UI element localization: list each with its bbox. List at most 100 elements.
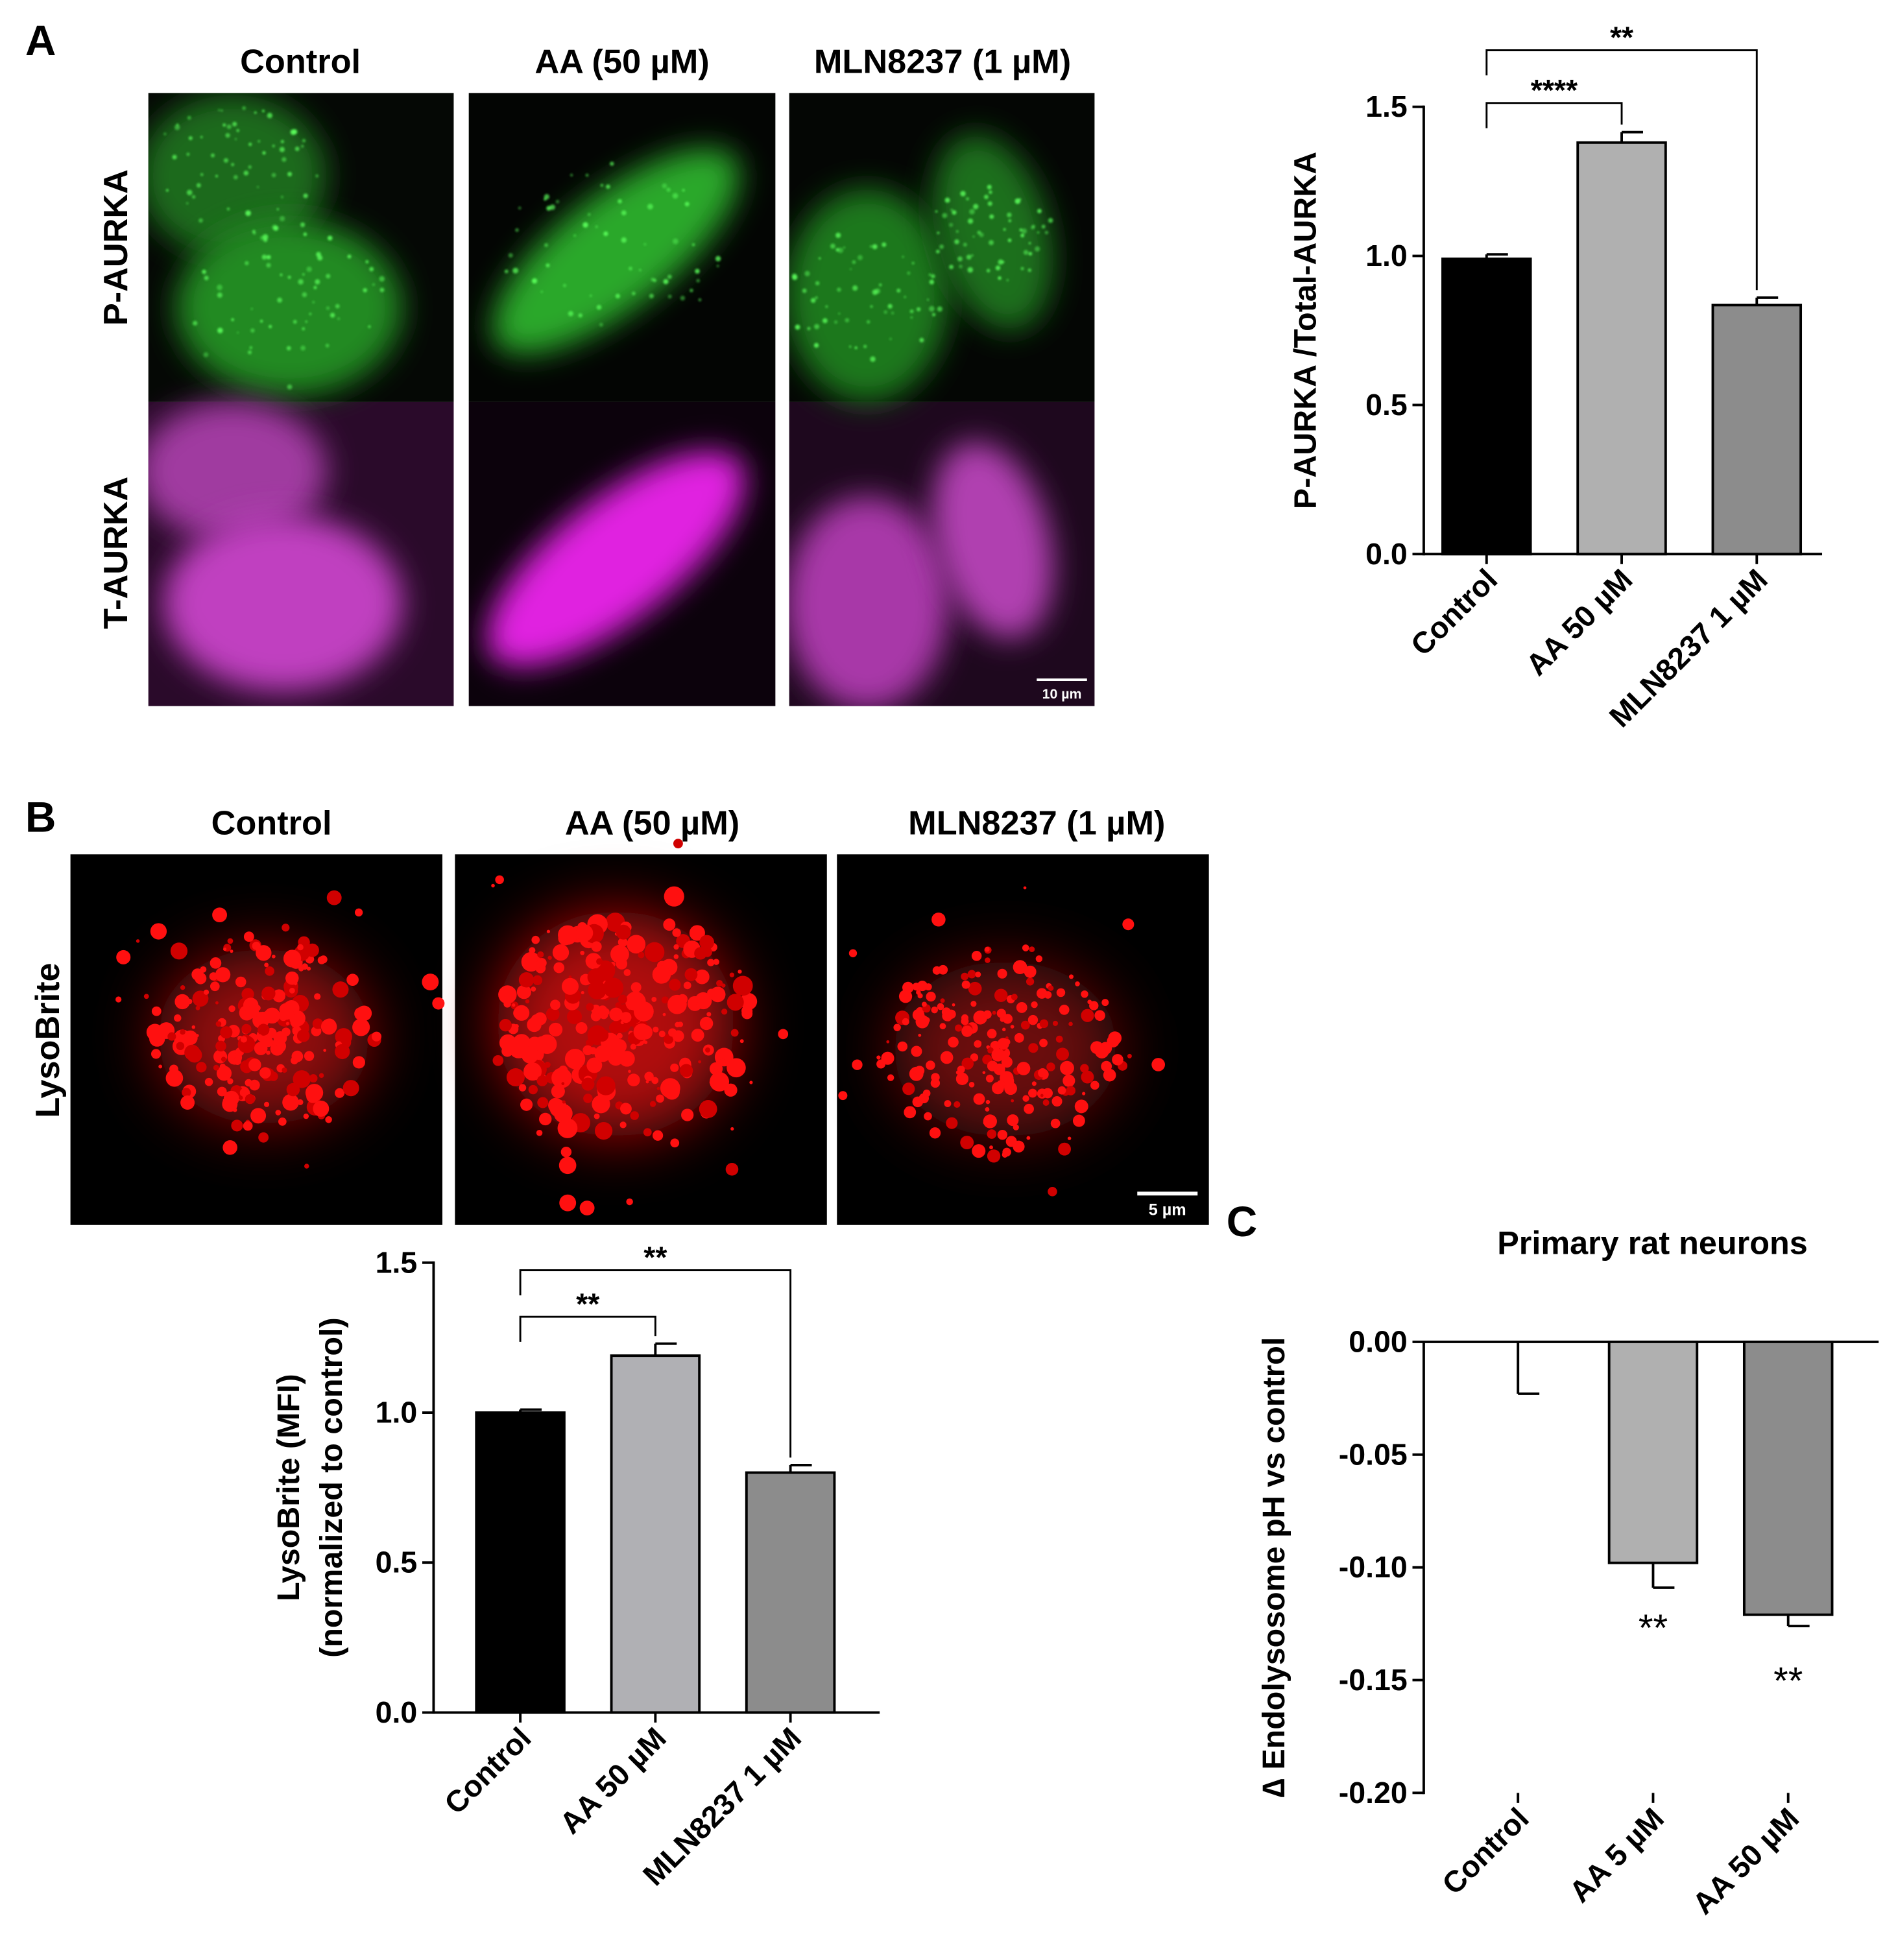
lysosome — [289, 987, 295, 994]
speckle — [944, 197, 950, 203]
lysosome — [726, 1058, 746, 1078]
lysosome — [173, 1029, 191, 1047]
speckle — [252, 230, 255, 233]
lysosome — [996, 1009, 1006, 1018]
lysosome — [876, 1055, 881, 1060]
lysosome — [1002, 1014, 1013, 1024]
speckle — [698, 298, 702, 302]
lysosome — [512, 1003, 516, 1007]
speckle — [247, 350, 252, 355]
lysosome — [259, 1011, 267, 1020]
lysosome — [615, 1002, 622, 1009]
speckle — [973, 204, 979, 209]
lysosome — [298, 966, 304, 972]
lysosome — [581, 990, 584, 994]
lysosome — [627, 1073, 640, 1086]
lysosome — [651, 1077, 659, 1084]
lysosome — [707, 959, 715, 966]
chart-title: Primary rat neurons — [1497, 1224, 1808, 1261]
lysosome — [278, 1117, 287, 1126]
lysosome — [725, 1163, 739, 1176]
lysosome — [560, 1147, 572, 1158]
speckle — [814, 324, 820, 329]
lysosome — [709, 1079, 717, 1086]
lysosome — [588, 981, 606, 999]
speckle — [231, 163, 235, 167]
lysosome — [180, 1029, 186, 1035]
lysosome — [1108, 1031, 1122, 1045]
lysosome — [1042, 1088, 1053, 1099]
lysosome — [204, 1077, 213, 1086]
lysosome — [296, 1029, 310, 1042]
lysosome — [536, 1129, 543, 1136]
lysosome — [721, 1009, 728, 1015]
lysosome — [618, 937, 628, 948]
significance-label: ** — [1773, 1660, 1803, 1702]
lysosome — [618, 994, 627, 1004]
lysosome — [317, 956, 326, 964]
lysosome — [306, 966, 311, 971]
lysosome — [283, 950, 302, 968]
speckle — [716, 265, 719, 267]
speckle — [363, 288, 367, 293]
significance-bracket — [519, 1269, 792, 1458]
lysosome — [926, 991, 936, 1002]
speckle — [995, 265, 1001, 270]
speckle — [266, 255, 271, 259]
lysosome — [516, 985, 531, 999]
panel-label: C — [1227, 1197, 1258, 1245]
speckle — [271, 173, 276, 178]
speckle — [256, 185, 259, 189]
lysosome — [258, 1132, 269, 1143]
speckle — [606, 184, 610, 189]
speckle — [217, 292, 222, 298]
speckle — [221, 109, 223, 112]
lysosome — [1057, 1086, 1066, 1095]
lysosome — [987, 1060, 998, 1071]
lysosome — [902, 1082, 915, 1095]
bar — [745, 1471, 836, 1714]
speckle — [369, 267, 374, 272]
lysosome — [726, 994, 744, 1011]
speckle — [662, 183, 667, 189]
significance-label: ** — [1610, 21, 1634, 54]
lysosome — [948, 1036, 959, 1048]
speckle — [825, 305, 828, 308]
lysosome — [579, 1201, 595, 1215]
speckle — [165, 189, 169, 192]
speckle — [949, 265, 954, 269]
lysosome — [931, 913, 946, 927]
cell — [789, 496, 949, 706]
speckle — [791, 274, 798, 280]
lysosome — [1039, 1038, 1048, 1047]
lysosome — [670, 1063, 679, 1072]
lysosome — [1122, 918, 1135, 931]
row-label: T-AURKA — [97, 477, 135, 629]
lysosome — [165, 1069, 184, 1087]
speckle — [309, 313, 312, 315]
panel-label: B — [25, 793, 56, 841]
speckle — [957, 256, 963, 262]
lysosome — [1072, 1114, 1085, 1127]
speckle — [984, 195, 989, 200]
lysosome — [558, 931, 573, 946]
lysosome — [1066, 1086, 1075, 1095]
significance-bracket — [1485, 102, 1623, 128]
speckle — [955, 230, 959, 233]
lysosome — [227, 938, 234, 944]
lysosome — [187, 1047, 202, 1063]
lysosome — [1001, 1056, 1013, 1068]
lysosome — [506, 1068, 525, 1087]
lysosome — [553, 1104, 573, 1123]
speckle — [568, 311, 573, 317]
lysosome — [243, 931, 254, 942]
lysosome — [707, 988, 715, 998]
lysosome — [1031, 1001, 1038, 1009]
lysosome — [1068, 974, 1074, 979]
lysosome — [501, 1045, 513, 1057]
lysosome — [195, 972, 207, 985]
lysosome — [285, 1022, 289, 1025]
lysosome — [116, 950, 131, 964]
lysosome — [649, 945, 663, 959]
lysosome — [627, 935, 646, 954]
